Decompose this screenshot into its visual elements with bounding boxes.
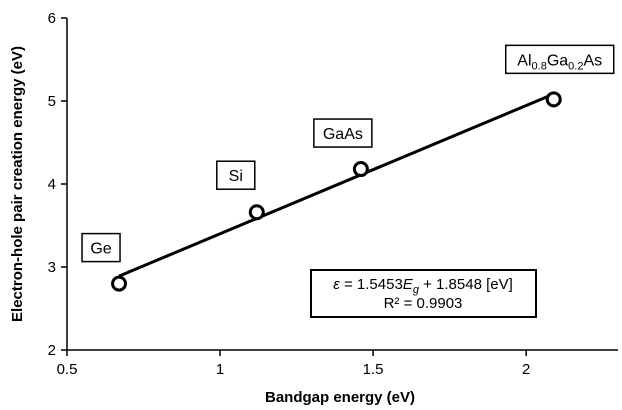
point-label-frame: [216, 160, 256, 190]
data-point: [545, 91, 562, 108]
x-tick-label: 2: [522, 361, 530, 378]
point-label: GaAs: [323, 126, 363, 143]
x-tick-label: 0.5: [57, 361, 78, 378]
ticks: 0.5 1 1.5 2 2 3 4 5 6: [48, 10, 531, 378]
eq-epsilon: ε: [333, 276, 340, 293]
y-tick-label: 6: [48, 10, 56, 27]
points: [111, 91, 562, 292]
x-axis-title: Bandgap energy (eV): [265, 389, 415, 406]
point-label-box: Ge: [81, 232, 121, 263]
point-label: Si: [229, 168, 243, 185]
point-label-frame: [81, 232, 121, 263]
point-labels: Ge Si GaAs Al0.8Ga0.2As: [81, 44, 615, 263]
x-tick-label: 1.5: [363, 361, 384, 378]
point-label-box: GaAs: [313, 118, 373, 148]
point-label-box: Si: [216, 160, 256, 190]
equation-box-frame: [310, 269, 537, 318]
y-tick-label: 2: [48, 342, 56, 359]
y-axis-title: Electron-hole pair creation energy (eV): [9, 46, 26, 322]
eq-e: E: [403, 276, 414, 293]
eq-g-subscript: g: [413, 284, 420, 296]
eq-end: + 1.8548 [eV]: [419, 276, 513, 293]
point-label: Al0.8Ga0.2As: [517, 52, 602, 72]
y-tick-label: 4: [48, 176, 56, 193]
point-label: Ge: [90, 241, 111, 258]
point-label-frame: [504, 44, 615, 75]
fit-line-group: [118, 92, 555, 278]
eq-middle: = 1.5453: [340, 276, 403, 293]
equation-box: ε = 1.5453Eg + 1.8548 [eV] R² = 0.9903: [310, 269, 537, 318]
data-point: [111, 275, 128, 292]
r-squared: R² = 0.9903: [384, 295, 463, 312]
data-point: [352, 161, 369, 178]
data-point: [248, 204, 265, 221]
x-tick-label: 1: [216, 361, 224, 378]
point-label-box: Al0.8Ga0.2As: [504, 44, 615, 75]
y-tick-label: 5: [48, 93, 56, 110]
point-label-frame: [313, 118, 373, 148]
y-tick-label: 3: [48, 259, 56, 276]
fit-line: [118, 92, 555, 278]
fit-equation: ε = 1.5453Eg + 1.8548 [eV]: [333, 276, 513, 296]
